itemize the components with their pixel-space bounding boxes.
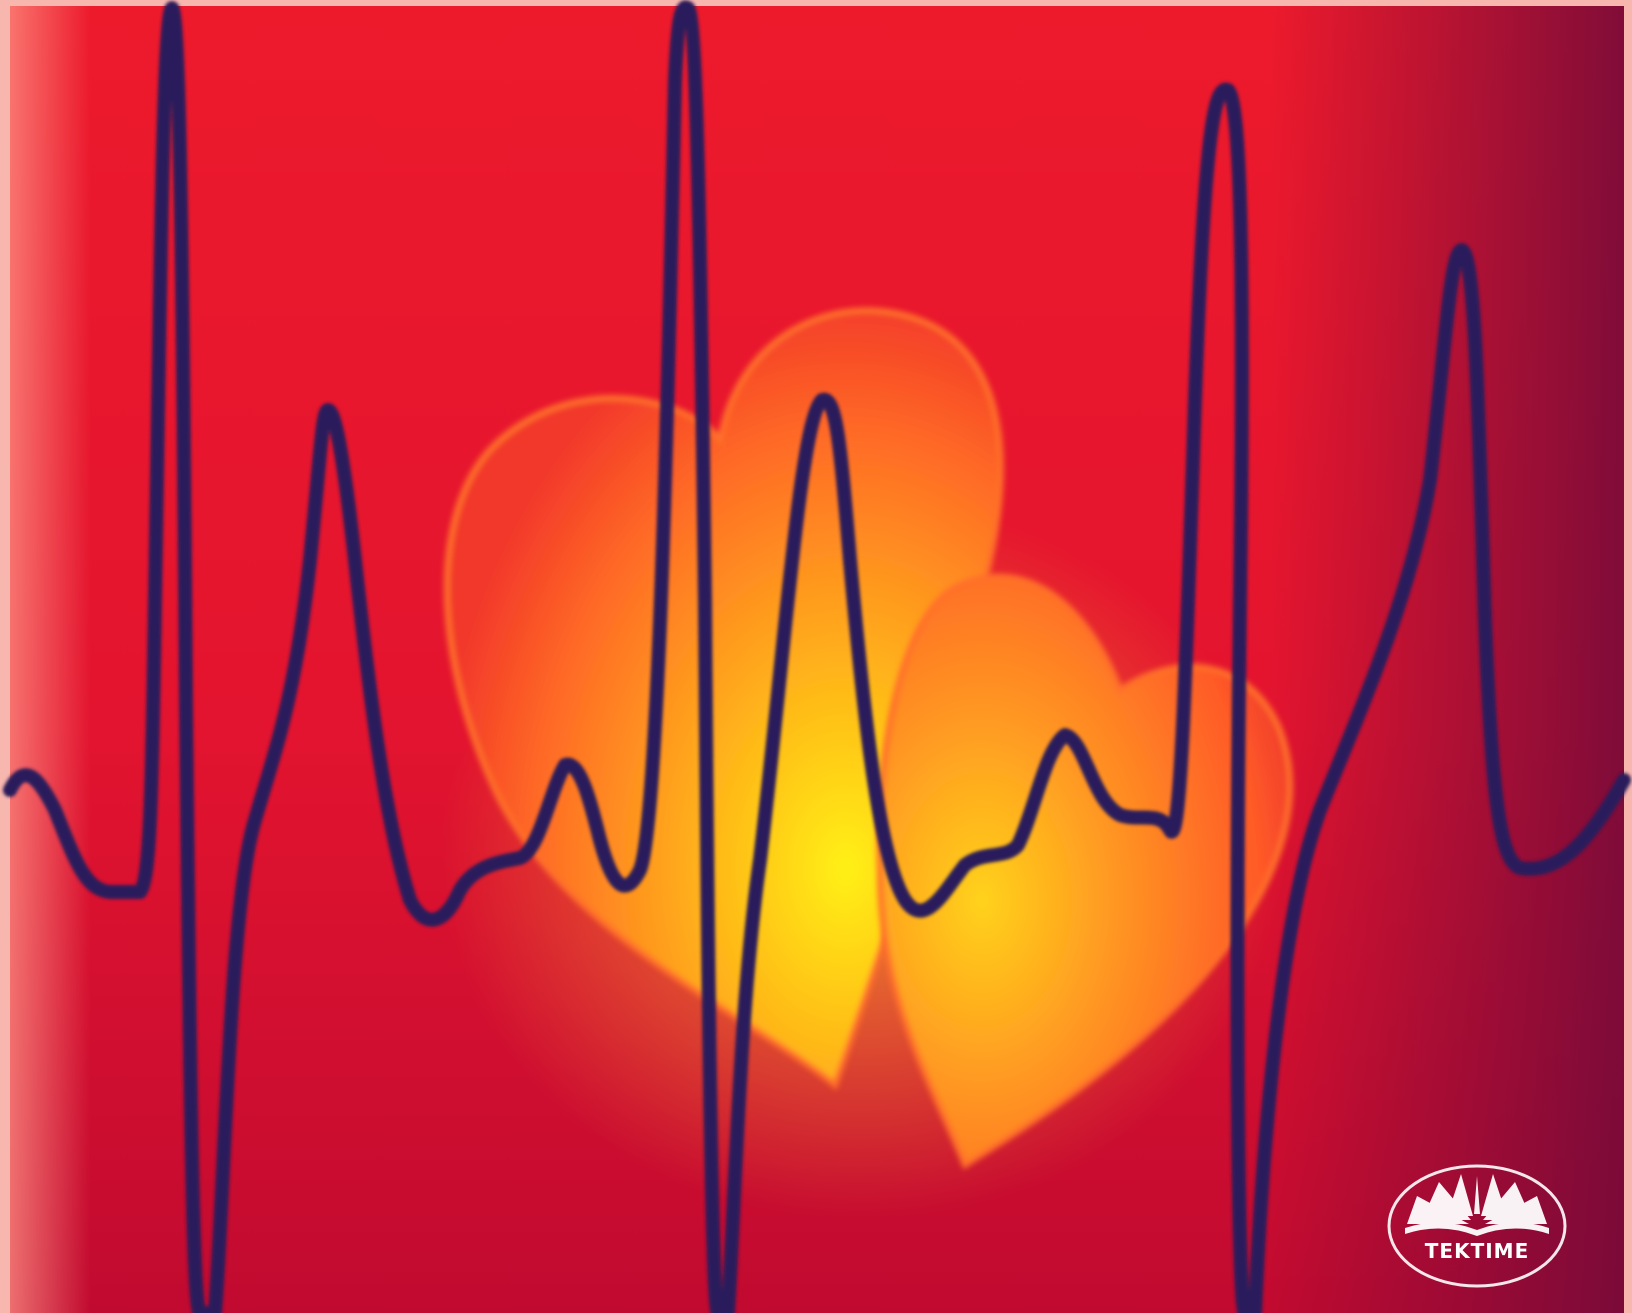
ecg-trace — [3, 0, 1631, 1313]
open-book-rays-icon — [1405, 1174, 1549, 1236]
tektime-logo: TEKTIME — [1387, 1164, 1567, 1288]
logo-text: TEKTIME — [1425, 1239, 1529, 1263]
